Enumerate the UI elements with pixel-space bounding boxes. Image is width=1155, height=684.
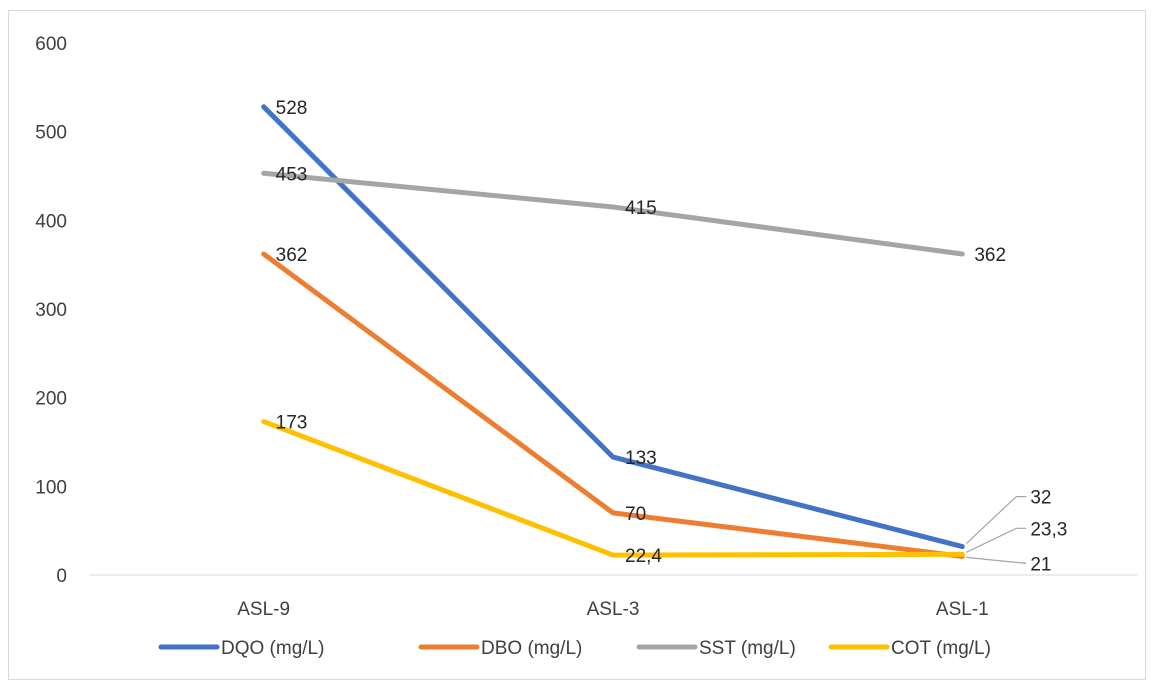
data-label: 173 — [276, 413, 308, 434]
y-tick-label: 0 — [56, 566, 67, 587]
line-chart: 0 100 200 300 400 500 600 ASL-9 ASL-3 ASL-1 528 13… — [35, 34, 1137, 659]
y-tick-label: 400 — [35, 211, 67, 232]
x-tick-label: ASL-3 — [587, 599, 640, 620]
legend-label: DQO (mg/L) — [221, 638, 324, 659]
leader-line — [965, 496, 1027, 545]
series-line-2 — [261, 170, 965, 257]
x-tick-label: ASL-9 — [237, 599, 290, 620]
data-label: 528 — [276, 98, 308, 119]
data-label: 32 — [1030, 488, 1051, 509]
series-line-1 — [261, 251, 965, 559]
data-label: 362 — [974, 245, 1006, 266]
axis-layer: 0 100 200 300 400 500 600 ASL-9 ASL-3 ASL-1 — [35, 34, 1137, 620]
leader-lines — [965, 496, 1027, 564]
data-label: 23,3 — [1030, 519, 1067, 540]
y-tick-label: 200 — [35, 389, 67, 410]
data-label: 362 — [276, 245, 308, 266]
data-label: 453 — [276, 164, 308, 185]
legend-label: SST (mg/L) — [699, 638, 796, 659]
legend: DQO (mg/L) DBO (mg/L) SST (mg/L) COT (mg/L) — [158, 638, 991, 659]
series-line-0 — [261, 104, 965, 550]
legend-label: COT (mg/L) — [891, 638, 991, 659]
y-tick-label: 500 — [35, 123, 67, 144]
chart-frame: 0 100 200 300 400 500 600 ASL-9 ASL-3 ASL-1 528 13… — [8, 10, 1146, 680]
data-label: 70 — [625, 504, 646, 525]
leader-line — [966, 527, 1027, 553]
series-lines — [261, 104, 965, 559]
y-tick-label: 300 — [35, 300, 67, 321]
data-label: 22,4 — [625, 546, 662, 567]
leader-line — [966, 556, 1027, 564]
legend-label: DBO (mg/L) — [481, 638, 582, 659]
series-line-3 — [261, 419, 965, 558]
data-labels: 528 133 32 362 70 21 453 415 362 173 22,4 23,3 — [276, 98, 1068, 576]
data-label: 133 — [625, 448, 657, 469]
y-tick-label: 100 — [35, 477, 67, 498]
data-label: 415 — [625, 198, 657, 219]
x-tick-label: ASL-1 — [936, 599, 989, 620]
data-label: 21 — [1030, 554, 1051, 575]
y-tick-label: 600 — [35, 34, 67, 55]
